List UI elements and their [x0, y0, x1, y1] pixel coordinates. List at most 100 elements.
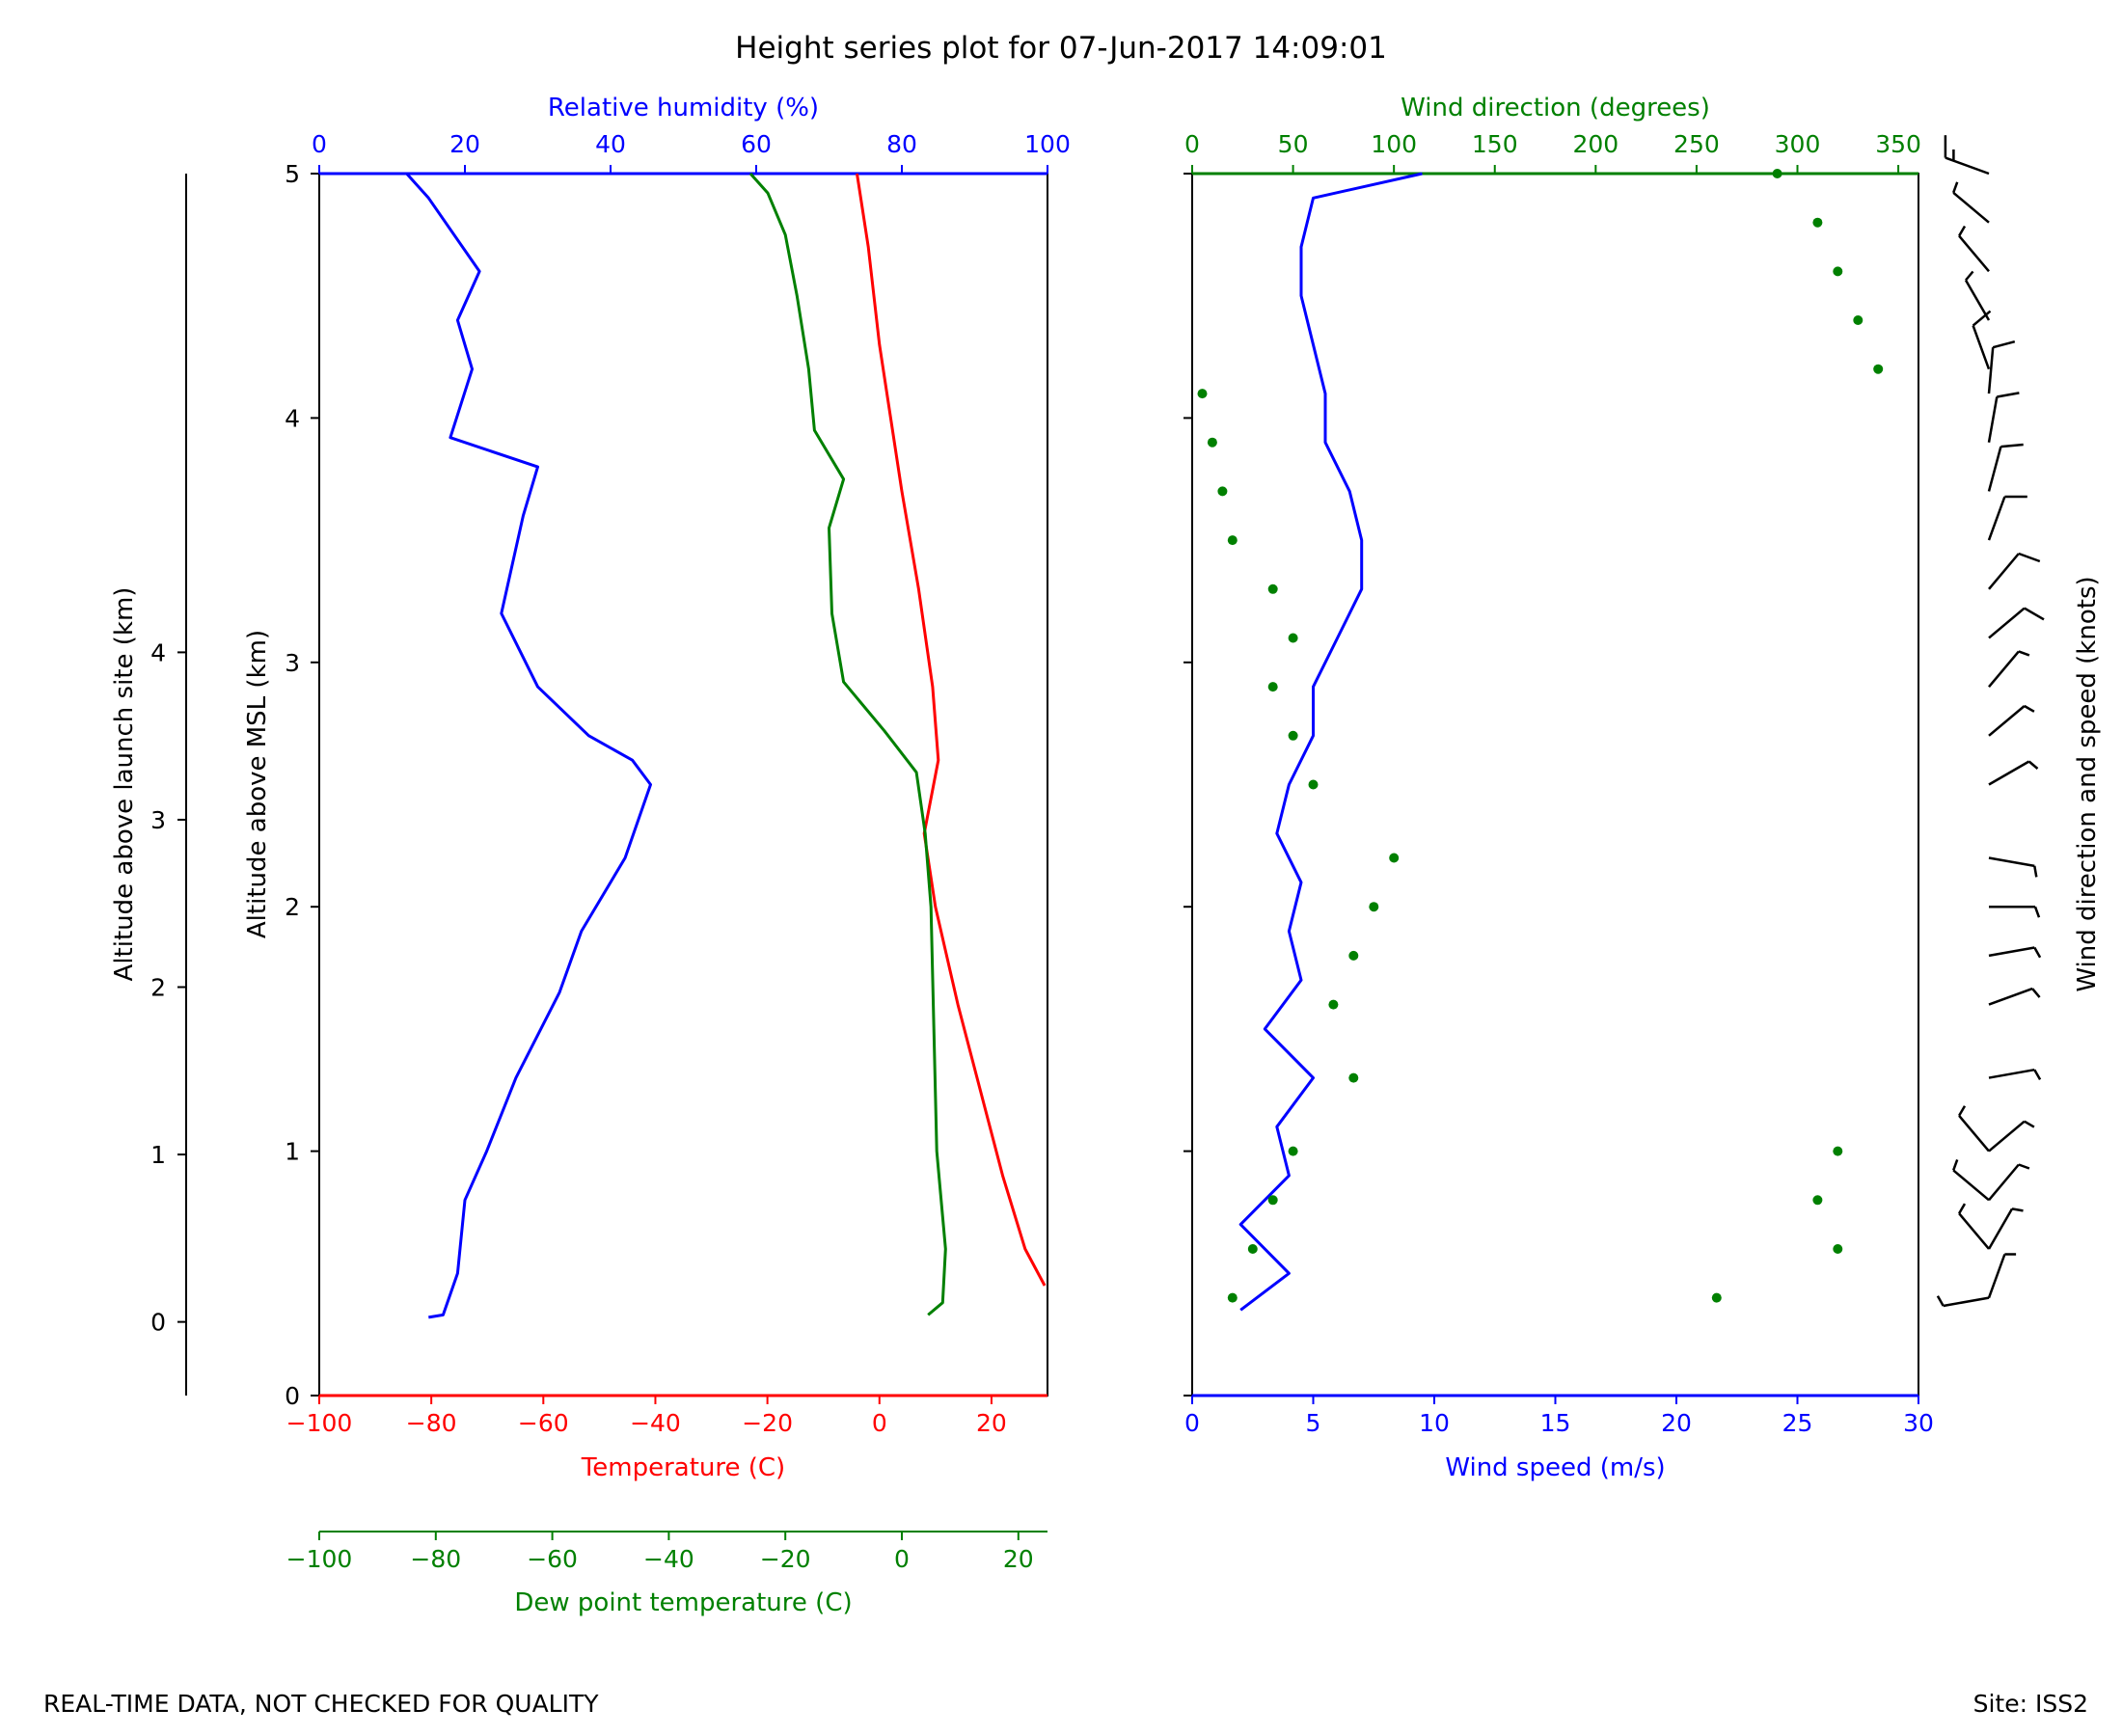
wind-barb-half-flag: [1958, 1105, 1967, 1117]
barbs-axis-label: Wind direction and speed (knots): [2073, 576, 2102, 991]
wind-speed-axis-label: Wind speed (m/s): [1445, 1453, 1665, 1482]
wind-direction-point: [1227, 1292, 1238, 1303]
wind-direction-point: [1853, 315, 1864, 325]
dewpoint-tick-label: −20: [760, 1545, 811, 1573]
series-relative-humidity: [405, 172, 652, 1319]
site-label: Site: ISS2: [1973, 1690, 2088, 1718]
wind-barb-half-flag: [1936, 1295, 1945, 1307]
wind-barb-staff: [1964, 279, 1991, 321]
wind-speed-tick-label: 10: [1419, 1409, 1450, 1437]
wind-barb-staff: [1972, 325, 1991, 370]
humidity-tick-label: 40: [595, 130, 626, 158]
wind-direction-point: [1711, 1292, 1722, 1303]
wind-barb-half-flag: [2027, 760, 2039, 770]
wind-panel: 0 5 10 15 20 25 30 Wind speed (m/s) 0 50 100 150 200…: [1183, 94, 2102, 1482]
series-temperature: [856, 173, 1047, 1287]
wind-barb-half-flag: [2018, 650, 2030, 657]
wind-barb-staff: [1987, 1254, 2006, 1299]
wind-direction-point: [1833, 1146, 1843, 1156]
temperature-tick-label: −60: [518, 1409, 569, 1437]
wind-direction-point: [1833, 1244, 1843, 1254]
wind-barb-staff: [1952, 191, 1990, 224]
wind-direction-axis-label: Wind direction (degrees): [1401, 94, 1710, 122]
temperature-tick-label: −80: [406, 1409, 457, 1437]
wind-barb-staff: [1945, 156, 1990, 176]
wind-direction-point: [1288, 730, 1298, 741]
wind-barb-staff: [1988, 760, 2030, 786]
msl-tick-label: 5: [285, 160, 300, 188]
plot-frame-right: [1191, 173, 1919, 1397]
wind-speed-tick-label: 30: [1903, 1409, 1934, 1437]
wind-barb-staff: [1958, 1212, 1990, 1250]
wind-barb-staff: [1988, 553, 2020, 590]
launch-tick-label: 4: [150, 638, 166, 666]
wind-direction-tick-label: 350: [1875, 130, 1921, 158]
wind-barb-half-flag: [2033, 1069, 2042, 1081]
wind-speed-tick-label: 5: [1306, 1409, 1321, 1437]
wind-direction-point: [1267, 1195, 1278, 1206]
humidity-tick-label: 0: [312, 130, 327, 158]
wind-direction-point: [1812, 217, 1823, 228]
dewpoint-tick-label: 20: [1003, 1545, 1034, 1573]
wind-barb-half-flag: [2024, 704, 2035, 713]
wind-barb-staff: [1987, 396, 1999, 443]
wind-direction-tick-label: 250: [1673, 130, 1720, 158]
temperature-tick-label: 20: [976, 1409, 1007, 1437]
wind-barb-half-flag: [2024, 1120, 2035, 1128]
msl-tick-label: 3: [285, 649, 300, 677]
msl-axis-label: Altitude above MSL (km): [243, 630, 272, 938]
series-wind-speed: [1238, 172, 1423, 1312]
msl-tick-label: 4: [285, 404, 300, 432]
wind-direction-point: [1288, 1146, 1298, 1156]
wind-barb-staff: [1952, 1169, 1990, 1202]
wind-barb-flag: [1997, 392, 2020, 398]
wind-barb-staff: [1958, 1114, 1990, 1153]
wind-barb-half-flag: [1952, 1158, 1959, 1171]
launch-tick-label: 2: [150, 974, 166, 1002]
wind-barb-staff: [1943, 1296, 1990, 1308]
temperature-tick-label: −40: [630, 1409, 681, 1437]
wind-barb-half-flag: [2033, 946, 2042, 959]
temperature-tick-label: 0: [872, 1409, 887, 1437]
wind-barb-flag: [2024, 607, 2045, 621]
wind-barb-staff: [1988, 856, 2035, 868]
wind-direction-point: [1308, 779, 1319, 790]
series-dew-point: [748, 173, 947, 1316]
wind-barb-half-flag: [1965, 270, 1974, 282]
plot-frame-left: [318, 173, 1048, 1397]
quality-disclaimer: REAL-TIME DATA, NOT CHECKED FOR QUALITY: [43, 1690, 599, 1718]
launch-tick-label: 3: [150, 806, 166, 834]
wind-barb-half-flag: [1952, 181, 1959, 194]
wind-direction-tick-label: 300: [1775, 130, 1821, 158]
wind-barb-half-flag: [2018, 1163, 2030, 1170]
wind-direction-point: [1772, 169, 1782, 178]
wind-direction-tick-label: 50: [1278, 130, 1309, 158]
wind-barb-staff: [1988, 1163, 2020, 1202]
wind-barb-flag: [1992, 339, 2016, 349]
wind-direction-point: [1389, 853, 1400, 863]
dewpoint-tick-label: −40: [643, 1545, 694, 1573]
wind-direction-point: [1227, 535, 1238, 546]
wind-speed-tick-label: 15: [1540, 1409, 1571, 1437]
dewpoint-tick-label: 0: [894, 1545, 910, 1573]
launch-tick-label: 1: [150, 1141, 166, 1169]
wind-direction-point: [1267, 583, 1278, 594]
wind-barb-flag: [1972, 310, 1992, 327]
launch-tick-label: 0: [150, 1309, 166, 1337]
wind-barb-staff: [1987, 446, 2002, 492]
wind-barb-flag: [2000, 443, 2024, 448]
wind-barb-staff: [1988, 987, 2033, 1006]
chart-title: Height series plot for 07-Jun-2017 14:09…: [735, 31, 1387, 66]
wind-direction-point: [1873, 364, 1884, 374]
wind-barb-flag: [2018, 552, 2041, 563]
wind-direction-tick-label: 100: [1371, 130, 1417, 158]
dewpoint-tick-label: −60: [527, 1545, 578, 1573]
wind-direction-tick-label: 200: [1572, 130, 1619, 158]
wind-barb-staff: [1988, 705, 2026, 737]
wind-barb-staff: [1987, 496, 2006, 541]
wind-direction-point: [1247, 1244, 1258, 1254]
humidity-axis-label: Relative humidity (%): [548, 94, 819, 122]
wind-direction-point: [1833, 266, 1843, 277]
wind-barb-staff: [1988, 607, 2026, 639]
wind-speed-tick-label: 25: [1782, 1409, 1813, 1437]
